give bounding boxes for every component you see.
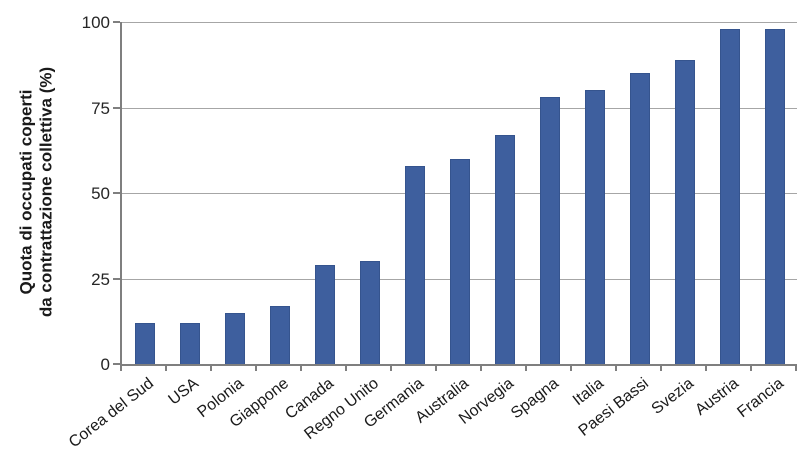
x-tick-mark-8 <box>480 366 482 371</box>
x-tick-mark-11 <box>615 366 617 371</box>
x-tick-mark-6 <box>390 366 392 371</box>
bar-Svezia <box>674 59 695 364</box>
bar-Regno Unito <box>359 261 380 364</box>
x-tick-mark-0 <box>120 366 122 371</box>
y-tick-label-75: 75 <box>91 98 110 118</box>
bar-USA <box>179 322 200 364</box>
y-tick-mark-50 <box>113 192 120 194</box>
bar-Francia <box>764 28 785 364</box>
x-tick-mark-10 <box>570 366 572 371</box>
y-tick-label-50: 50 <box>91 184 110 203</box>
y-tick-mark-100 <box>113 21 120 23</box>
x-tick-mark-15 <box>795 366 797 371</box>
bar-Germania <box>404 165 425 364</box>
x-tick-mark-4 <box>300 366 302 371</box>
x-tick-mark-5 <box>345 366 347 371</box>
bar-Spagna <box>539 97 560 364</box>
bar-Corea del Sud <box>134 322 155 364</box>
x-tick-mark-13 <box>705 366 707 371</box>
y-tick-mark-0 <box>113 363 120 365</box>
bar-Austria <box>719 28 740 364</box>
bar-Polonia <box>224 312 245 364</box>
y-tick-label-25: 25 <box>91 269 110 289</box>
y-axis-title: Quota di occupati coperti da contrattazi… <box>16 66 56 318</box>
x-tick-mark-3 <box>255 366 257 371</box>
bar-Australia <box>449 158 470 364</box>
x-tick-mark-9 <box>525 366 527 371</box>
x-tick-mark-14 <box>750 366 752 371</box>
gridline-100 <box>122 22 797 23</box>
x-tick-mark-7 <box>435 366 437 371</box>
bar-Paesi Bassi <box>629 73 650 364</box>
y-tick-label-0: 0 <box>100 355 110 374</box>
y-tick-mark-25 <box>113 277 120 280</box>
x-tick-mark-2 <box>210 366 212 371</box>
bar-Canada <box>314 264 335 364</box>
bar-Italia <box>584 90 605 364</box>
x-tick-mark-1 <box>165 366 167 371</box>
bar-Norvegia <box>494 134 515 364</box>
gridline-75 <box>122 107 797 109</box>
x-tick-mark-12 <box>660 366 662 371</box>
plot-area <box>120 22 797 366</box>
y-tick-mark-75 <box>113 106 120 109</box>
bar-Giappone <box>269 305 290 364</box>
y-tick-label-100: 100 <box>81 13 110 32</box>
